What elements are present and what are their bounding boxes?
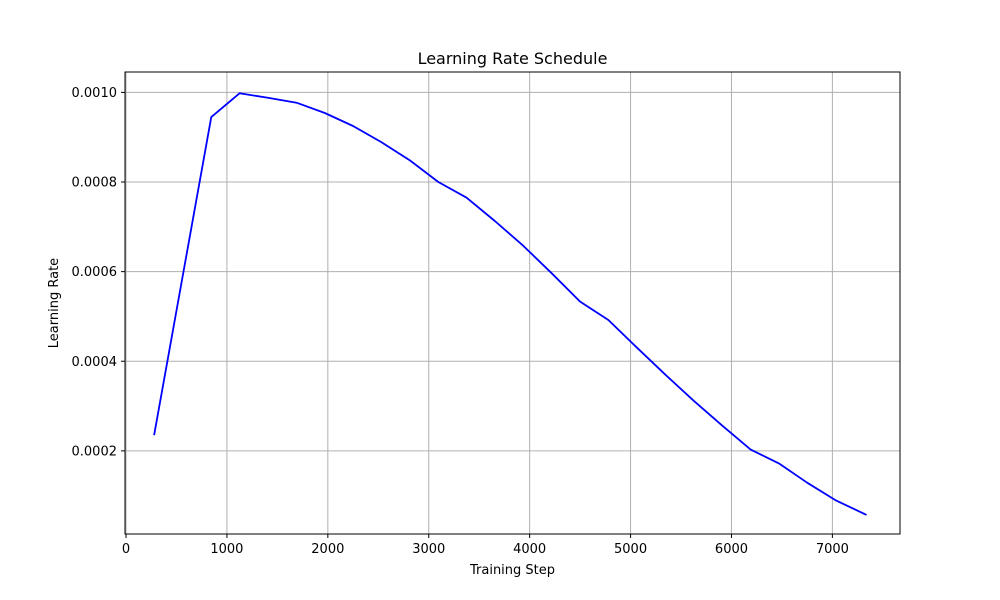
- plot-area: [124, 71, 901, 535]
- y-axis-label: Learning Rate: [47, 258, 62, 348]
- y-tick-label: 0.0002: [72, 444, 118, 459]
- x-tick-label: 6000: [715, 542, 748, 557]
- grid: [125, 72, 900, 534]
- x-tick-label: 2000: [311, 542, 344, 557]
- y-tick-label: 0.0006: [72, 265, 118, 280]
- y-tick-label: 0.0008: [72, 176, 118, 191]
- x-tick-label: 1000: [210, 542, 243, 557]
- x-tick-label: 7000: [816, 542, 849, 557]
- x-axis-label: Training Step: [469, 563, 555, 578]
- axis-ticks: 0 1000 2000 3000 4000 5000 6000 7000 0.0002 0.000…: [72, 86, 849, 557]
- series-lines: [153, 92, 867, 516]
- learning-rate-line: [153, 92, 867, 516]
- x-tick-label: 4000: [513, 542, 546, 557]
- y-tick-label: 0.0010: [72, 86, 118, 101]
- x-tick-label: 3000: [412, 542, 445, 557]
- x-tick-label: 0: [122, 542, 130, 557]
- chart-title: Learning Rate Schedule: [418, 49, 608, 68]
- x-tick-label: 5000: [614, 542, 647, 557]
- y-tick-label: 0.0004: [72, 355, 118, 370]
